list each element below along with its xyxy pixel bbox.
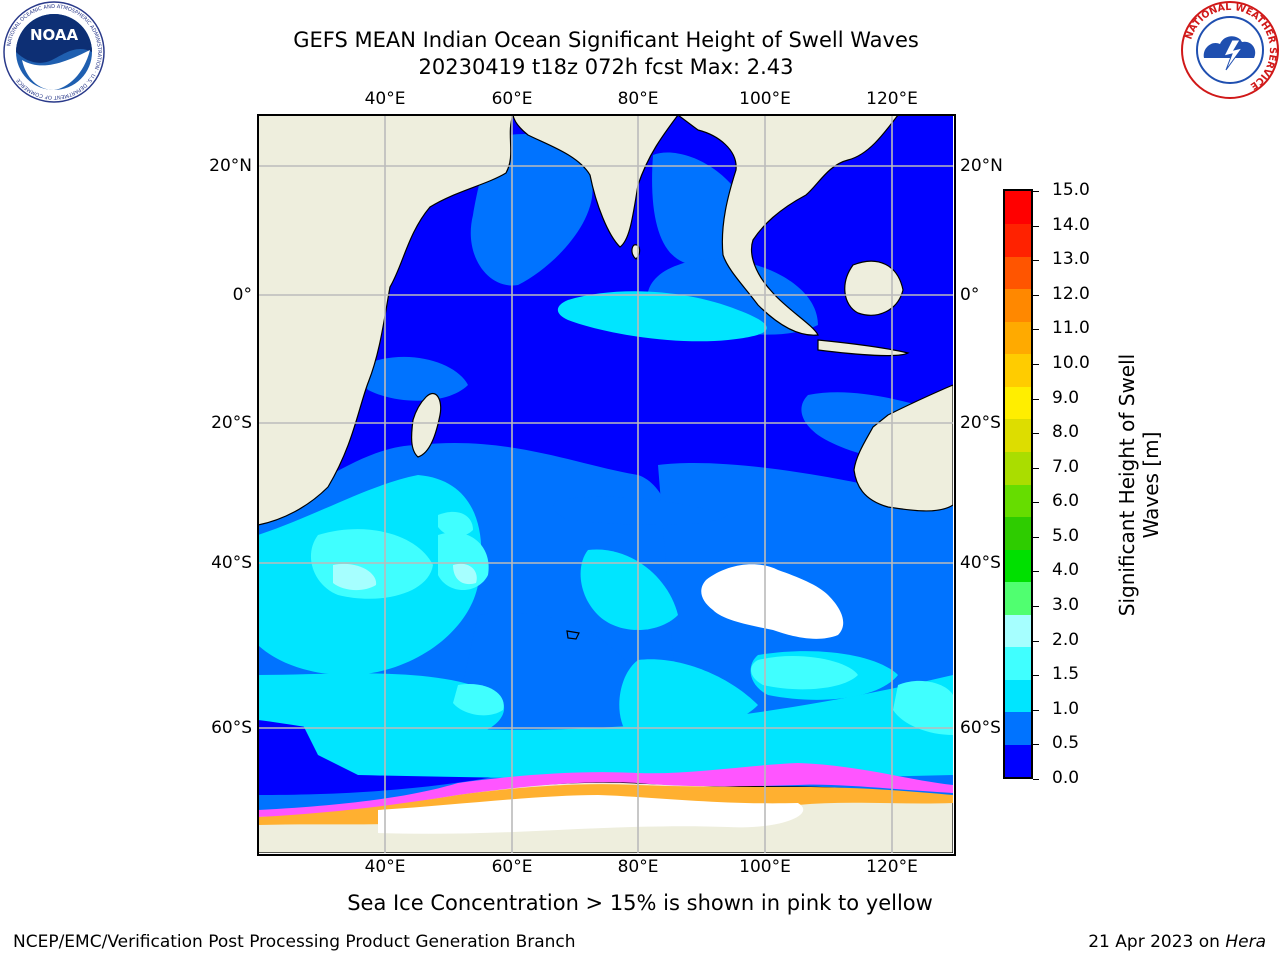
lon-label-top: 80°E (617, 89, 659, 109)
lat-label-left: 20°N (209, 156, 252, 176)
colorbar-tick-label: 12.0 (1052, 284, 1090, 304)
sea-ice-note: Sea Ice Concentration > 15% is shown in … (347, 891, 933, 915)
colorbar-tick-label: 3.0 (1052, 595, 1080, 615)
colorbar-tickmark (1033, 295, 1039, 296)
lon-label-bottom: 120°E (866, 857, 918, 877)
colorbar-tickmark (1033, 571, 1039, 572)
lat-label-left: 0° (232, 285, 252, 305)
colorbar-tickmark (1033, 744, 1039, 745)
colorbar-segment (1005, 353, 1031, 387)
host-name: Hera (1225, 932, 1266, 952)
swell-band-2 (333, 563, 477, 591)
colorbar-segment (1005, 744, 1031, 777)
colorbar-tickmark (1033, 641, 1039, 642)
colorbar-segment (1005, 256, 1031, 290)
lon-label-bottom: 80°E (617, 857, 659, 877)
lon-label-top: 40°E (364, 89, 406, 109)
colorbar-tick-label: 1.5 (1052, 664, 1080, 684)
colorbar-segment (1005, 386, 1031, 420)
colorbar-tick-label: 2.0 (1052, 630, 1080, 650)
colorbar-segment (1005, 549, 1031, 583)
colorbar-segment (1005, 288, 1031, 322)
colorbar-tickmark (1033, 399, 1039, 400)
colorbar-tick-label: 7.0 (1052, 457, 1080, 477)
nws-logo: NATIONAL WEATHER SERVICE (1180, 0, 1280, 100)
colorbar-segment (1005, 484, 1031, 518)
colorbar-label: Significant Height of Swell Waves [m] (1115, 285, 1163, 685)
lon-label-bottom: 40°E (364, 857, 406, 877)
colorbar-tickmark (1033, 779, 1039, 780)
colorbar-label-line1: Significant Height of Swell (1115, 353, 1139, 617)
colorbar-label-line2: Waves [m] (1139, 431, 1163, 539)
colorbar-tick-label: 11.0 (1052, 318, 1090, 338)
colorbar-tick-label: 8.0 (1052, 422, 1080, 442)
colorbar-tick-label: 0.0 (1052, 768, 1080, 788)
colorbar-tick-label: 4.0 (1052, 560, 1080, 580)
colorbar (1003, 189, 1033, 779)
colorbar-segment (1005, 614, 1031, 648)
lat-label-right: 20°N (960, 156, 1003, 176)
date-text: 21 Apr 2023 on (1088, 932, 1226, 952)
colorbar-tick-label: 5.0 (1052, 526, 1080, 546)
colorbar-segment (1005, 679, 1031, 713)
colorbar-segment (1005, 418, 1031, 453)
colorbar-tick-label: 9.0 (1052, 388, 1080, 408)
colorbar-tickmark (1033, 433, 1039, 434)
noaa-logo: NOAA NATIONAL OCEANIC AND ATMOSPHERIC AD… (2, 0, 106, 104)
colorbar-tickmark (1033, 260, 1039, 261)
lat-label-right: 60°S (960, 718, 1001, 738)
colorbar-tick-label: 6.0 (1052, 491, 1080, 511)
lat-label-left: 40°S (211, 553, 252, 573)
lat-label-left: 20°S (211, 413, 252, 433)
colorbar-tickmark (1033, 537, 1039, 538)
lon-label-bottom: 100°E (739, 857, 791, 877)
colorbar-tickmark (1033, 468, 1039, 469)
chart-title: GEFS MEAN Indian Ocean Significant Heigh… (293, 28, 919, 52)
colorbar-tick-label: 0.5 (1052, 733, 1080, 753)
credit-text: NCEP/EMC/Verification Post Processing Pr… (13, 932, 576, 952)
colorbar-tickmark (1033, 364, 1039, 365)
sea-ice (258, 763, 953, 834)
colorbar-tick-label: 13.0 (1052, 249, 1090, 269)
colorbar-tick-label: 1.0 (1052, 699, 1080, 719)
lon-label-top: 100°E (739, 89, 791, 109)
map-plot (258, 115, 953, 853)
colorbar-tickmark (1033, 191, 1039, 192)
colorbar-tickmark (1033, 226, 1039, 227)
colorbar-tick-label: 15.0 (1052, 180, 1090, 200)
colorbar-segment (1005, 646, 1031, 680)
colorbar-tickmark (1033, 710, 1039, 711)
colorbar-segment (1005, 191, 1031, 225)
lat-label-left: 60°S (211, 718, 252, 738)
colorbar-tickmark (1033, 675, 1039, 676)
graticule (258, 115, 953, 853)
masked-region (701, 564, 844, 639)
svg-text:NOAA: NOAA (30, 26, 79, 44)
chart-subtitle: 20230419 t18z 072h fcst Max: 2.43 (418, 55, 794, 79)
lat-label-right: 20°S (960, 413, 1001, 433)
colorbar-tickmark (1033, 606, 1039, 607)
colorbar-segment (1005, 581, 1031, 615)
kerguelen-island (566, 630, 580, 640)
colorbar-tick-label: 14.0 (1052, 215, 1090, 235)
colorbar-tick-label: 10.0 (1052, 353, 1090, 373)
lon-label-top: 60°E (491, 89, 533, 109)
colorbar-segment (1005, 711, 1031, 746)
lat-label-right: 40°S (960, 553, 1001, 573)
date-stamp: 21 Apr 2023 on Hera (1088, 932, 1266, 952)
colorbar-segment (1005, 516, 1031, 550)
colorbar-segment (1005, 451, 1031, 485)
colorbar-segment (1005, 223, 1031, 257)
lon-label-top: 120°E (866, 89, 918, 109)
colorbar-tickmark (1033, 502, 1039, 503)
colorbar-tickmark (1033, 329, 1039, 330)
lat-label-right: 0° (960, 285, 980, 305)
lon-label-bottom: 60°E (491, 857, 533, 877)
colorbar-segment (1005, 321, 1031, 355)
